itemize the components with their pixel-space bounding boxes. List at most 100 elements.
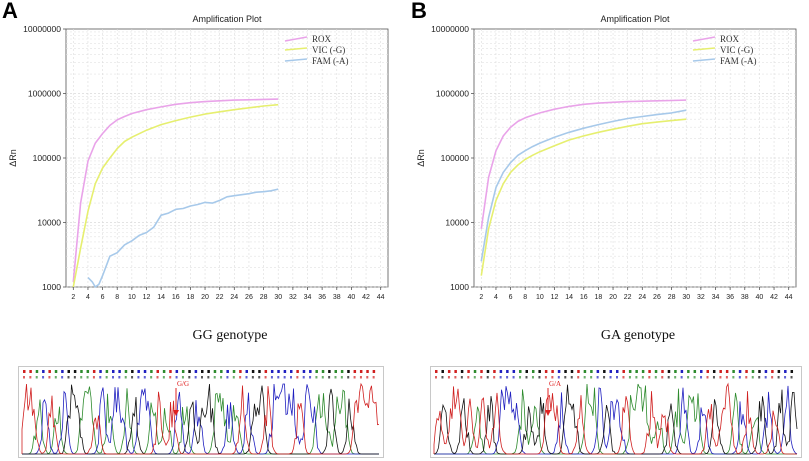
base-call-dot xyxy=(118,376,121,379)
y-axis-label: ΔRn xyxy=(416,149,426,167)
base-call-dot xyxy=(207,376,210,379)
base-call-dot xyxy=(725,370,729,373)
legend-swatch-fam xyxy=(284,58,308,62)
base-call-dot xyxy=(628,370,632,373)
base-call-dot xyxy=(622,376,625,379)
x-tick-label: 14 xyxy=(157,294,165,301)
y-tick-label: 10000000 xyxy=(431,24,469,34)
base-call-dot xyxy=(264,376,267,379)
base-call-dot xyxy=(277,376,280,379)
base-call-dot xyxy=(35,370,39,373)
base-call-dot xyxy=(67,370,70,373)
snp-annotation-label: G/A xyxy=(549,380,561,388)
base-call-dot xyxy=(454,376,457,379)
y-tick-label: 10000 xyxy=(37,218,61,228)
base-call-dot xyxy=(693,370,697,373)
base-call-dot xyxy=(544,376,547,379)
base-call-dot xyxy=(661,376,664,379)
trace-t xyxy=(433,382,797,455)
base-call-dot xyxy=(245,370,248,373)
x-tick-label: 34 xyxy=(712,294,720,301)
snp-annotation-label: G/G xyxy=(177,380,189,388)
chromatogram-a: G/G xyxy=(18,366,384,458)
base-call-dot xyxy=(29,376,32,379)
y-tick-label: 100000 xyxy=(33,153,62,163)
base-call-dot xyxy=(609,376,612,379)
x-tick-label: 20 xyxy=(201,294,209,301)
x-tick-label: 6 xyxy=(509,294,513,301)
base-call-dot xyxy=(506,376,509,379)
base-call-dot xyxy=(687,376,690,379)
base-call-dot xyxy=(296,376,299,379)
base-call-dot xyxy=(784,370,787,373)
base-call-dot xyxy=(137,370,140,373)
trace-g xyxy=(433,384,798,455)
base-call-dot xyxy=(162,370,166,373)
x-tick-label: 28 xyxy=(668,294,676,301)
base-call-dot xyxy=(531,370,535,373)
base-call-dot xyxy=(622,370,625,373)
base-call-dot xyxy=(454,370,457,373)
base-call-dot xyxy=(519,370,522,373)
x-axis-label: Cycle xyxy=(624,305,647,306)
base-call-dot xyxy=(635,376,638,379)
base-call-dot xyxy=(283,370,287,373)
base-call-dot xyxy=(473,370,477,373)
base-call-dot xyxy=(764,370,768,373)
trace-c xyxy=(434,385,798,455)
base-call-dot xyxy=(758,376,761,379)
x-tick-label: 18 xyxy=(187,294,195,301)
base-call-dot xyxy=(296,370,299,373)
x-tick-label: 42 xyxy=(770,294,778,301)
base-call-dot xyxy=(596,376,599,379)
base-call-dot xyxy=(169,376,172,379)
base-call-dot xyxy=(706,376,709,379)
base-call-dot xyxy=(790,370,794,373)
base-call-dot xyxy=(137,376,140,379)
x-tick-label: 2 xyxy=(479,294,483,301)
base-call-dot xyxy=(577,376,580,379)
base-call-dot xyxy=(745,376,748,379)
y-tick-label: 10000000 xyxy=(23,24,61,34)
base-call-dot xyxy=(473,376,476,379)
base-call-dot xyxy=(700,376,703,379)
base-call-dot xyxy=(258,376,261,379)
base-call-dot xyxy=(564,370,567,373)
base-call-dot xyxy=(73,376,76,379)
base-call-dot xyxy=(302,376,305,379)
base-call-dot xyxy=(777,376,780,379)
base-call-dot xyxy=(226,376,229,379)
x-tick-label: 22 xyxy=(624,294,632,301)
x-tick-label: 10 xyxy=(536,294,544,301)
y-tick-label: 1000 xyxy=(42,282,61,292)
x-tick-label: 38 xyxy=(333,294,341,301)
base-call-dot xyxy=(538,376,541,379)
base-call-dot xyxy=(680,370,684,373)
base-call-dot xyxy=(73,370,77,373)
base-call-dot xyxy=(353,370,357,373)
base-call-dot xyxy=(557,370,561,373)
base-call-dot xyxy=(340,376,343,379)
base-call-dot xyxy=(519,376,522,379)
base-call-dot xyxy=(67,376,70,379)
legend-label-fam: FAM (-A) xyxy=(312,56,349,66)
base-call-dot xyxy=(309,376,312,379)
base-call-dot xyxy=(635,370,638,373)
x-tick-label: 26 xyxy=(653,294,661,301)
base-call-dot xyxy=(512,370,516,373)
x-tick-label: 24 xyxy=(638,294,646,301)
base-call-dot xyxy=(42,376,45,379)
base-call-dot xyxy=(609,370,613,373)
legend-label-vic: VIC (-G) xyxy=(720,45,753,55)
base-call-dot xyxy=(86,370,90,373)
base-call-dot xyxy=(603,376,606,379)
base-call-dot xyxy=(687,370,690,373)
base-call-dot xyxy=(54,376,57,379)
base-call-dot xyxy=(359,370,363,373)
base-call-dot xyxy=(92,370,96,373)
snp-arrow-head xyxy=(545,410,551,416)
base-call-dot xyxy=(270,376,273,379)
base-call-dot xyxy=(328,376,331,379)
base-call-dot xyxy=(512,376,515,379)
base-call-dot xyxy=(328,370,331,373)
